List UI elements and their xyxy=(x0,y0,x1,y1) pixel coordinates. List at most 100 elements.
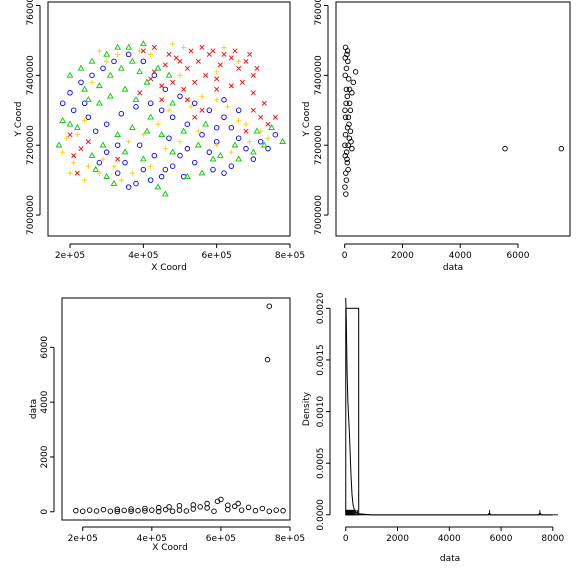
data-point xyxy=(59,100,66,107)
data-point xyxy=(191,159,198,166)
data-point xyxy=(176,502,183,509)
data-point xyxy=(177,93,183,100)
p4-xaxis: 0 2000 4000 6000 8000 xyxy=(343,526,565,544)
p2-marks xyxy=(342,44,565,197)
data-point xyxy=(92,128,99,134)
data-point xyxy=(103,149,110,155)
data-point xyxy=(265,121,271,127)
data-point xyxy=(110,179,118,186)
plot-frame xyxy=(335,1,571,237)
data-point xyxy=(250,156,257,162)
data-point xyxy=(137,90,143,96)
data-point xyxy=(88,57,96,64)
x-tick-label: 2e+05 xyxy=(68,534,98,544)
data-point xyxy=(206,107,213,114)
data-point xyxy=(169,114,176,121)
data-point xyxy=(93,508,100,514)
data-point xyxy=(121,507,127,514)
x-tick-label: 4e+05 xyxy=(137,534,167,544)
data-point xyxy=(85,139,91,145)
y-axis-label: Y Coord xyxy=(302,102,312,138)
data-point xyxy=(74,170,80,176)
p1-marks xyxy=(55,40,287,197)
data-point xyxy=(249,148,257,155)
data-point xyxy=(214,69,220,75)
data-point xyxy=(181,44,187,51)
data-point xyxy=(106,71,114,78)
x-tick-label: 6e+05 xyxy=(202,251,232,261)
data-point xyxy=(214,97,220,103)
data-point xyxy=(140,166,147,173)
data-point xyxy=(228,55,234,61)
data-point xyxy=(155,508,162,515)
data-point xyxy=(158,131,166,137)
data-point xyxy=(243,121,249,127)
data-point xyxy=(343,177,350,183)
data-point xyxy=(345,76,352,82)
data-point xyxy=(121,148,129,155)
y-tick-label: 7400000 xyxy=(26,55,36,95)
data-point xyxy=(228,83,234,89)
data-point xyxy=(169,148,177,155)
data-point xyxy=(81,100,88,107)
data-point xyxy=(137,48,143,54)
data-point xyxy=(342,107,348,114)
data-point xyxy=(176,507,183,513)
x-tick-label: 2e+05 xyxy=(55,251,85,261)
data-point xyxy=(188,48,194,54)
data-point xyxy=(114,508,121,515)
data-point xyxy=(122,159,128,166)
data-point xyxy=(349,145,355,152)
data-point xyxy=(232,48,238,54)
data-point xyxy=(142,505,148,512)
data-point xyxy=(143,127,151,134)
data-point xyxy=(100,156,106,162)
data-point xyxy=(60,149,66,155)
data-point xyxy=(204,505,210,511)
p4-yaxis: 0.0000 0.0005 0.0010 0.0015 0.0020 xyxy=(316,292,331,531)
data-point xyxy=(342,55,348,61)
data-point xyxy=(352,69,359,75)
p4-rug xyxy=(345,509,541,515)
data-point xyxy=(111,163,117,169)
data-point xyxy=(148,76,154,82)
data-point xyxy=(250,90,256,96)
data-point xyxy=(133,104,139,110)
x-tick-label: 2000 xyxy=(391,251,414,261)
data-point xyxy=(177,72,183,78)
data-point xyxy=(161,190,169,197)
data-point xyxy=(115,156,121,162)
data-point xyxy=(254,65,260,71)
data-point xyxy=(235,155,243,162)
data-point xyxy=(136,68,144,75)
data-point xyxy=(169,163,176,169)
data-point xyxy=(155,504,162,511)
data-point xyxy=(183,172,191,179)
data-point xyxy=(231,503,238,510)
data-point xyxy=(148,163,154,169)
data-point xyxy=(344,156,350,162)
data-point xyxy=(125,43,133,50)
data-point xyxy=(107,508,114,514)
data-point xyxy=(148,51,154,57)
data-point xyxy=(280,507,286,514)
data-point xyxy=(252,507,259,514)
y-tick-label: 4000 xyxy=(40,390,50,413)
y-tick-label: 0.0010 xyxy=(316,396,326,428)
y-tick-label: 7000000 xyxy=(26,195,36,235)
data-point xyxy=(250,72,256,78)
data-point xyxy=(92,165,100,172)
data-point xyxy=(74,132,80,138)
data-point xyxy=(266,508,273,514)
data-point xyxy=(166,504,172,510)
data-point xyxy=(114,131,122,137)
data-point xyxy=(272,131,279,138)
data-point xyxy=(210,166,216,173)
plot-frame xyxy=(47,1,291,237)
data-point xyxy=(162,62,168,68)
data-point xyxy=(206,149,213,155)
data-point xyxy=(159,83,165,89)
x-tick-label: 8e+05 xyxy=(275,251,305,261)
data-point xyxy=(279,137,287,144)
data-point xyxy=(73,507,79,514)
